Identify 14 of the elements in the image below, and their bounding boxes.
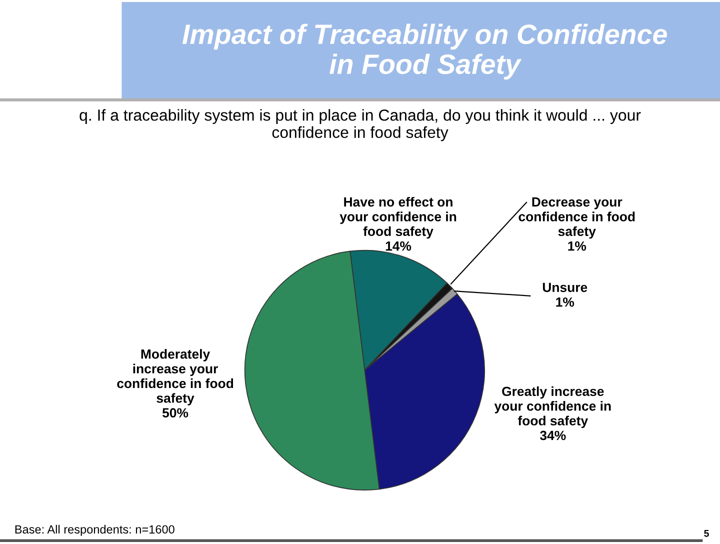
slice-label: Decrease your confidence in food safety (518, 197, 635, 239)
data-label: 1% (568, 241, 586, 251)
slice-label: Have no effect on your confidence in food safety (340, 196, 456, 239)
text: Base: All respondents: n=1600 (15, 524, 174, 536)
slice-label: Unsure (542, 282, 588, 292)
data-label: 1% (556, 297, 574, 307)
slice-label: Moderately increase your confidence in food safety (117, 349, 234, 406)
text: 5 (704, 530, 709, 537)
data-label: 34% (540, 430, 566, 440)
slice-label: Greatly increase your confidence in food safety (494, 386, 611, 428)
data-label: 14% (386, 241, 412, 251)
data-label: 50% (162, 408, 188, 418)
chart-title: Impact of Traceability on Confidence in Food Safety (182, 24, 667, 80)
chart-subtitle: q. If a traceability system is put in place in Canada, do you think it would ... your confidence in food safety (80, 109, 641, 142)
